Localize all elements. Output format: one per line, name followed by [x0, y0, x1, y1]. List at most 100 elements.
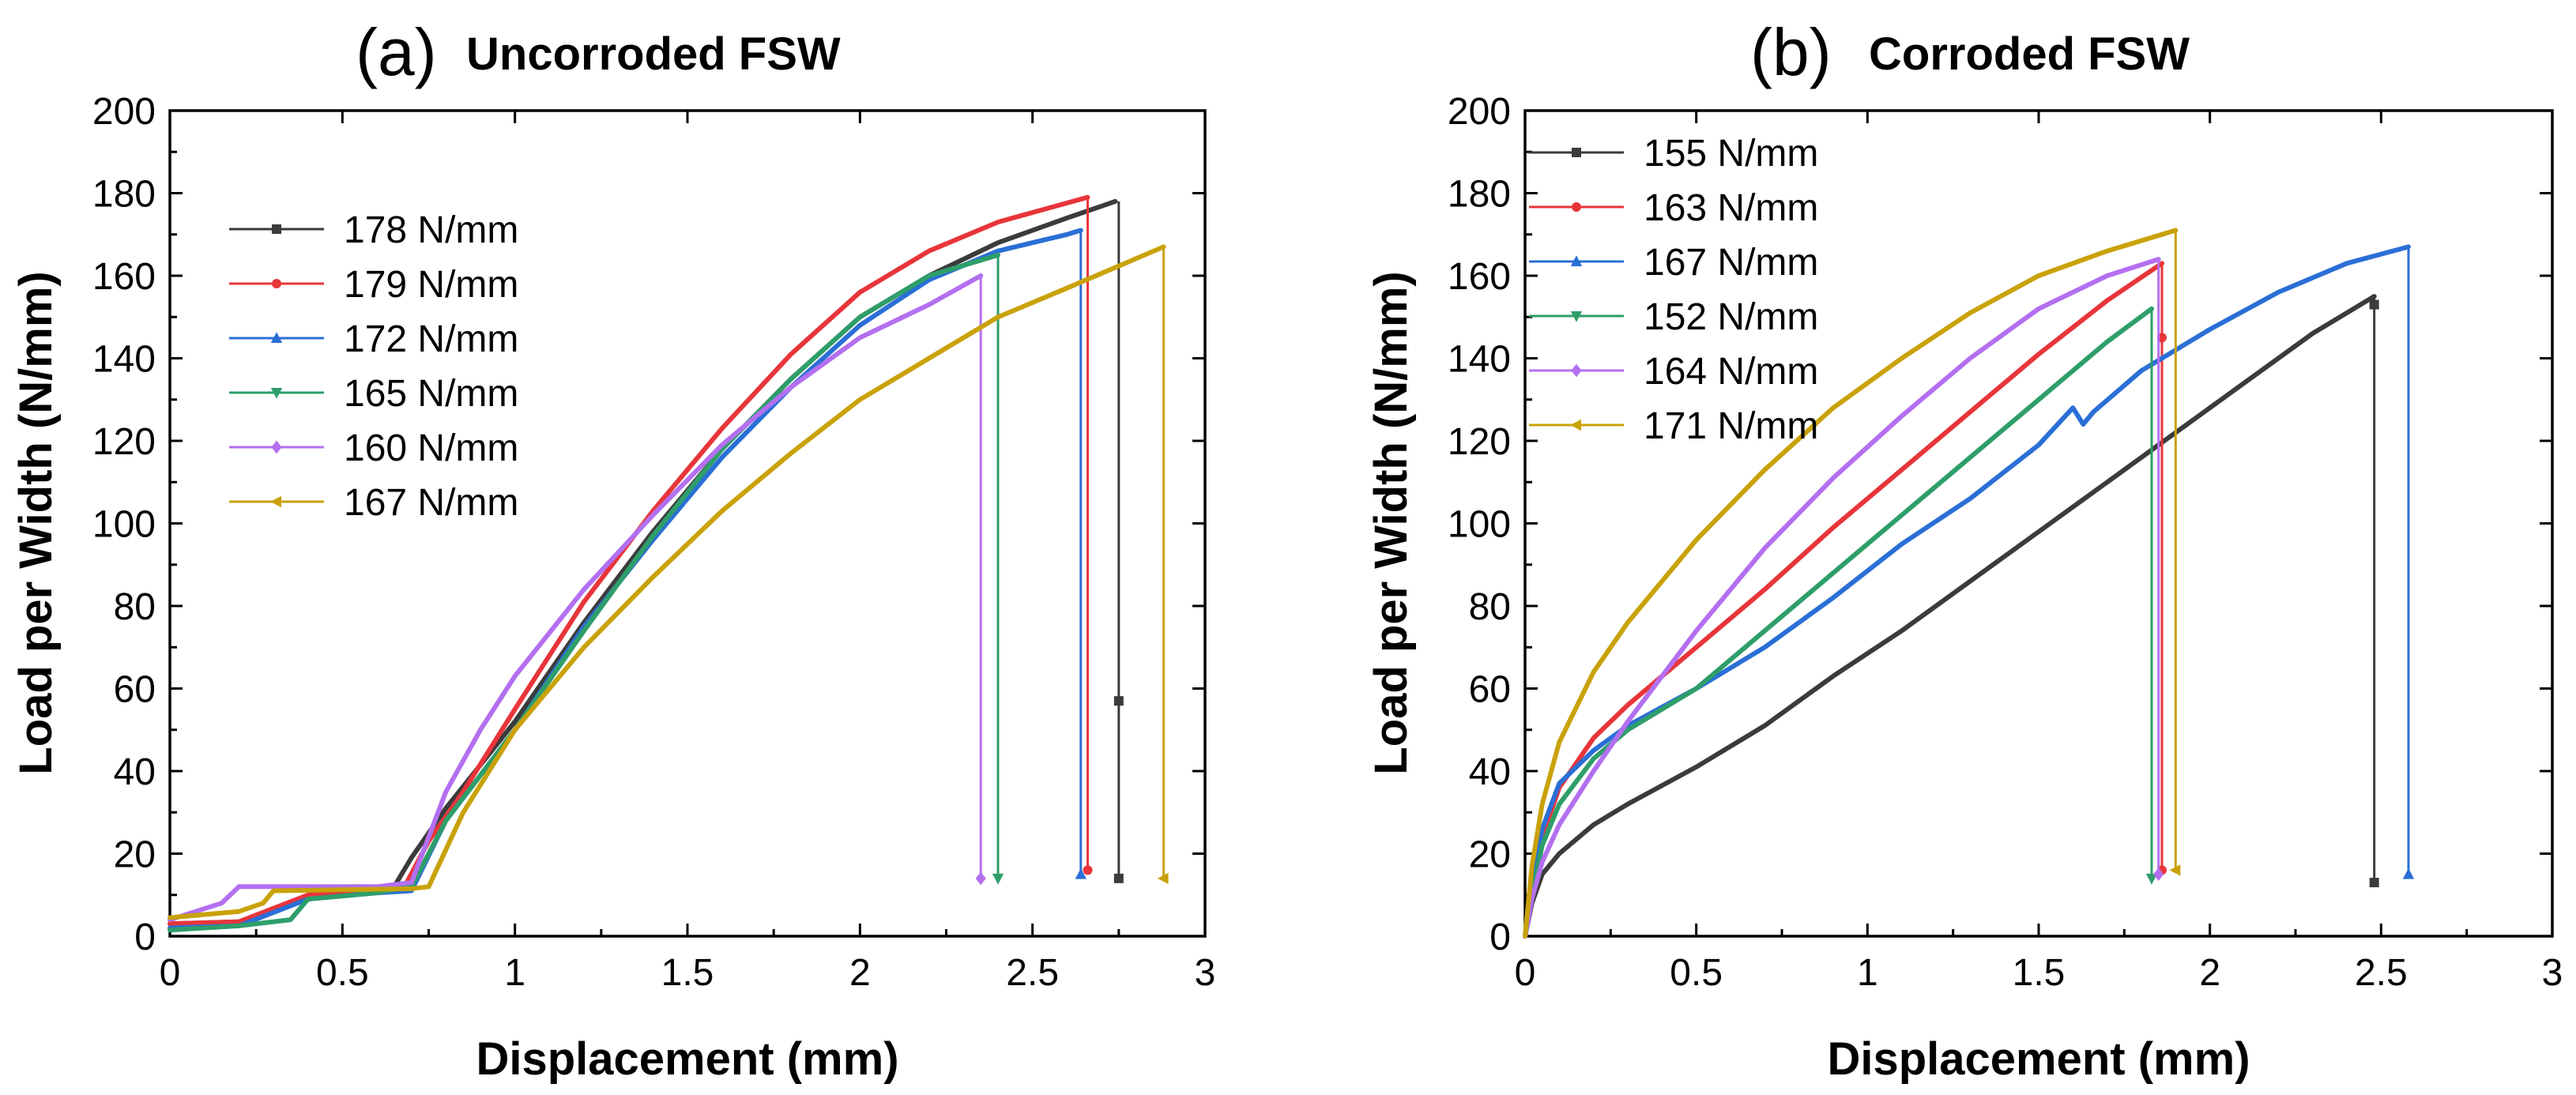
y-tick-label: 120 [92, 421, 156, 463]
series-line [1523, 257, 2161, 939]
y-tick-label: 140 [92, 339, 156, 381]
y-tick-label: 140 [1448, 339, 1511, 381]
x-tick-label: 3 [2542, 952, 2563, 994]
legend-entry: 165 N/mm [229, 373, 518, 415]
x-tick-label: 1 [1857, 952, 1878, 994]
legend-swatch-marker [1572, 202, 1581, 212]
x-tick-label: 2 [849, 952, 871, 994]
x-tick-label: 0 [1515, 952, 1536, 994]
y-tick-label: 0 [134, 916, 156, 958]
legend-label: 160 N/mm [344, 427, 518, 469]
x-tick-label: 0.5 [316, 952, 369, 994]
x-axis-label: Displacement (mm) [476, 1033, 898, 1085]
chart-title: Corroded FSW [1869, 28, 2190, 80]
x-tick-label: 1 [504, 952, 525, 994]
y-tick-label: 200 [92, 91, 156, 133]
series-line [1523, 244, 2411, 939]
legend-swatch-marker [270, 388, 283, 399]
drop-end-marker [2145, 873, 2158, 885]
legend-label: 172 N/mm [344, 318, 518, 360]
y-tick-label: 160 [1448, 256, 1511, 298]
drop-end-marker [2369, 878, 2379, 888]
legend-entry: 179 N/mm [229, 264, 518, 306]
y-axis-label: Load per Width (N/mm) [10, 271, 62, 774]
series-line [1523, 228, 2179, 939]
y-tick-label: 200 [1448, 91, 1511, 133]
y-tick-label: 20 [1469, 834, 1511, 876]
legend-label: 163 N/mm [1644, 187, 1818, 229]
series-line [168, 244, 1166, 920]
plot-frame [168, 109, 1207, 938]
drop-end-marker [1157, 872, 1169, 885]
data-series [1523, 294, 2379, 939]
data-series [168, 194, 1093, 927]
legend-swatch-marker [272, 224, 281, 234]
legend-swatch-marker [1572, 148, 1581, 157]
x-tick-label: 3 [1195, 952, 1216, 994]
legend-swatch-marker [1570, 311, 1583, 322]
series-line [168, 194, 1090, 927]
panel-letter: (a) [356, 15, 437, 89]
legend-swatch-marker [272, 279, 281, 288]
y-tick-label: 100 [1448, 504, 1511, 546]
drop-end-marker [1083, 865, 1093, 875]
drop-end-marker [2169, 864, 2181, 876]
legend-swatch-marker [1570, 255, 1583, 266]
x-tick-label: 0.5 [1670, 952, 1723, 994]
y-tick-label: 160 [92, 256, 156, 298]
legend-swatch-marker [270, 332, 283, 343]
data-series [1523, 257, 2164, 939]
data-point-marker [2369, 299, 2379, 310]
data-series [1523, 244, 2415, 939]
legend-entry: 171 N/mm [1529, 405, 1818, 447]
series-line [1523, 294, 2377, 939]
series-line [168, 228, 1083, 931]
y-tick-label: 80 [114, 586, 156, 628]
series-line [1523, 306, 2154, 939]
y-axis-label: Load per Width (N/mm) [1365, 271, 1417, 774]
legend-entry: 155 N/mm [1529, 133, 1818, 175]
panel-letter: (b) [1750, 15, 1832, 89]
legend-entry: 167 N/mm [229, 482, 518, 524]
data-point-marker [1113, 696, 1124, 706]
data-series [168, 252, 1004, 933]
legend-entry: 167 N/mm [1529, 242, 1818, 284]
y-tick-label: 60 [1469, 669, 1511, 711]
x-tick-label: 1.5 [2013, 952, 2066, 994]
drop-end-marker [2153, 867, 2164, 882]
data-series [1523, 228, 2181, 939]
y-tick-label: 100 [92, 504, 156, 546]
legend-label: 155 N/mm [1644, 133, 1818, 175]
drop-end-marker [975, 871, 986, 886]
legend-label: 179 N/mm [344, 264, 518, 306]
y-tick-label: 80 [1469, 586, 1511, 628]
chart-panel-b: (b) Corroded FSW 0 0.5 1 1.5 2 2.5 3 0 20 40 60 80 100… [1365, 15, 2563, 1085]
drop-end-marker [2402, 867, 2415, 879]
x-tick-label: 2.5 [1006, 952, 1059, 994]
y-tick-label: 120 [1448, 421, 1511, 463]
data-series [1523, 306, 2158, 939]
legend-label: 165 N/mm [344, 373, 518, 415]
drop-end-marker [1113, 873, 1124, 883]
legend-swatch-marker [1571, 363, 1582, 378]
chart-title: Uncorroded FSW [466, 28, 841, 80]
x-tick-label: 2.5 [2355, 952, 2408, 994]
chart-panel-a: (a) Uncorroded FSW 0 0.5 1 1.5 2 2.5 3 0 20 40 60 80 1… [10, 15, 1215, 1085]
series-line [1523, 261, 2164, 939]
drop-end-marker [992, 873, 1004, 885]
legend-swatch-marker [271, 440, 282, 454]
series-line [168, 273, 984, 923]
legend-label: 164 N/mm [1644, 351, 1818, 393]
legend-label: 152 N/mm [1644, 296, 1818, 338]
y-tick-label: 60 [114, 669, 156, 711]
legend-entry: 152 N/mm [1529, 296, 1818, 338]
x-tick-label: 2 [2199, 952, 2220, 994]
x-tick-label: 0 [160, 952, 181, 994]
x-tick-label: 1.5 [661, 952, 714, 994]
y-tick-label: 40 [114, 751, 156, 793]
legend-label: 167 N/mm [1644, 242, 1818, 284]
series-line [168, 198, 1118, 927]
y-tick-label: 20 [114, 834, 156, 876]
legend-label: 178 N/mm [344, 209, 518, 251]
